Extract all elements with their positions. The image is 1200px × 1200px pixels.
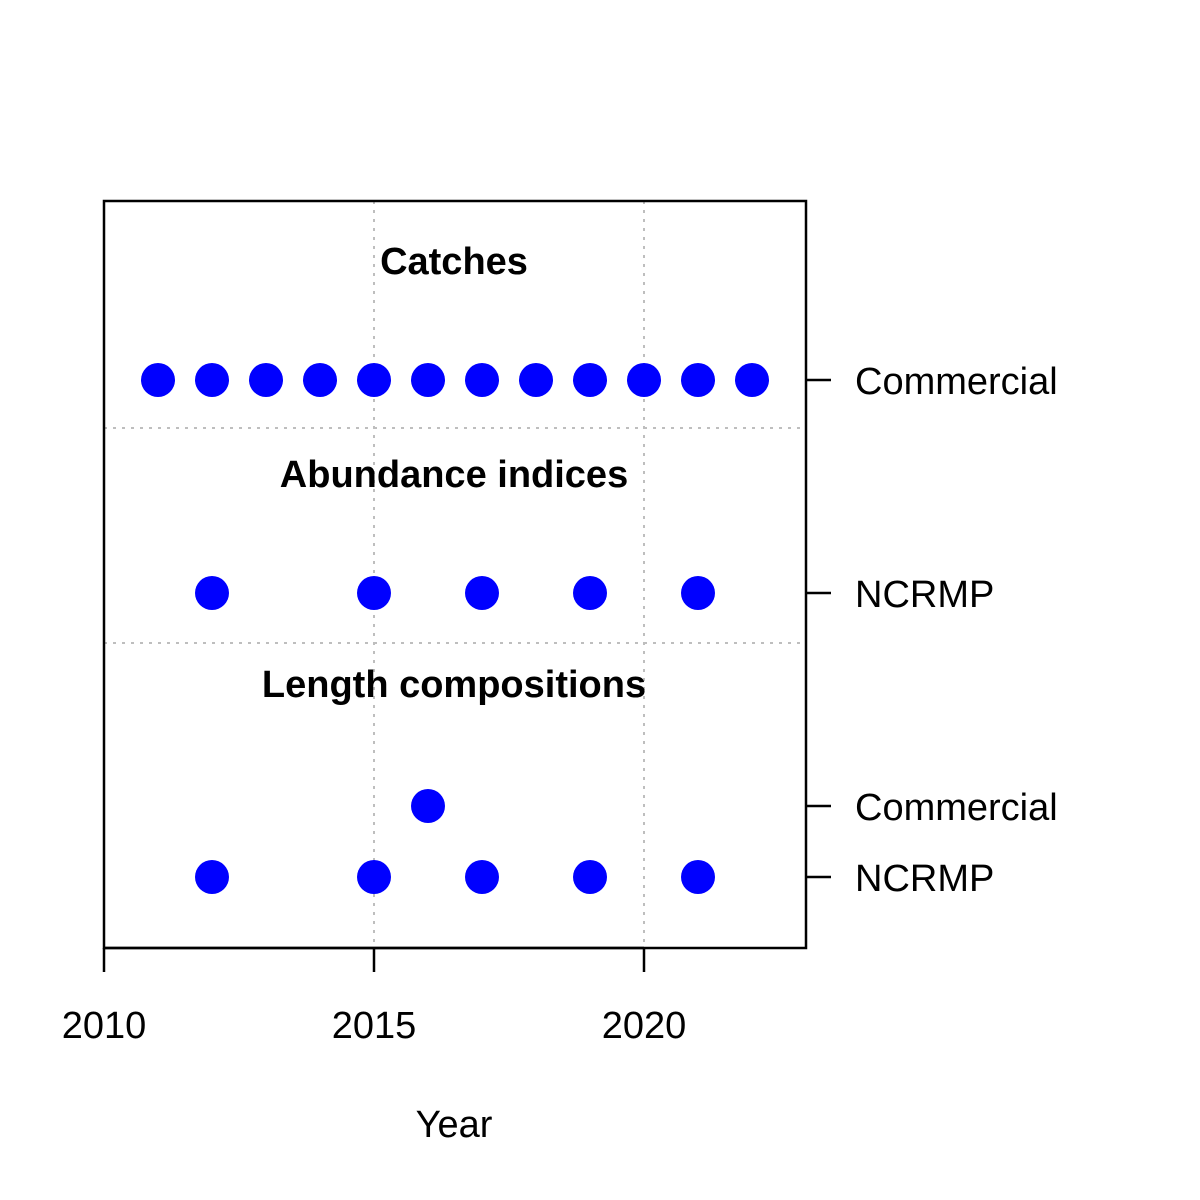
data-point (573, 860, 607, 894)
data-point (465, 363, 499, 397)
section-title: Length compositions (262, 664, 646, 706)
grid-lines (104, 201, 806, 948)
row-label: NCRMP (855, 858, 994, 900)
row-label: Commercial (855, 361, 1058, 403)
data-point (357, 363, 391, 397)
data-point (195, 860, 229, 894)
data-point (357, 576, 391, 610)
data-point (141, 363, 175, 397)
data-point (519, 363, 553, 397)
section-title: Catches (380, 241, 528, 283)
x-tick-label: 2010 (62, 1005, 147, 1047)
x-axis-label: Year (416, 1104, 493, 1146)
data-point (465, 860, 499, 894)
data-point (681, 363, 715, 397)
row-label: NCRMP (855, 574, 994, 616)
x-tick-label: 2015 (332, 1005, 417, 1047)
plot-frame (102, 199, 808, 950)
data-point (249, 363, 283, 397)
data-point (195, 576, 229, 610)
data-point (573, 363, 607, 397)
row-label: Commercial (855, 787, 1058, 829)
data-point (627, 363, 661, 397)
data-point (681, 860, 715, 894)
section-title: Abundance indices (280, 454, 628, 496)
labels: Catches Commercial Abundance indices NCRMP L… (262, 241, 1058, 900)
data-point (411, 789, 445, 823)
data-point (303, 363, 337, 397)
data-point (573, 576, 607, 610)
data-point (195, 363, 229, 397)
data-point (465, 576, 499, 610)
x-axis: 2010 2015 2020 (62, 378, 831, 1047)
data-point (411, 363, 445, 397)
x-tick-label: 2020 (602, 1005, 687, 1047)
data-point (357, 860, 391, 894)
data-point (735, 363, 769, 397)
data-marks (141, 363, 769, 894)
data-point (681, 576, 715, 610)
